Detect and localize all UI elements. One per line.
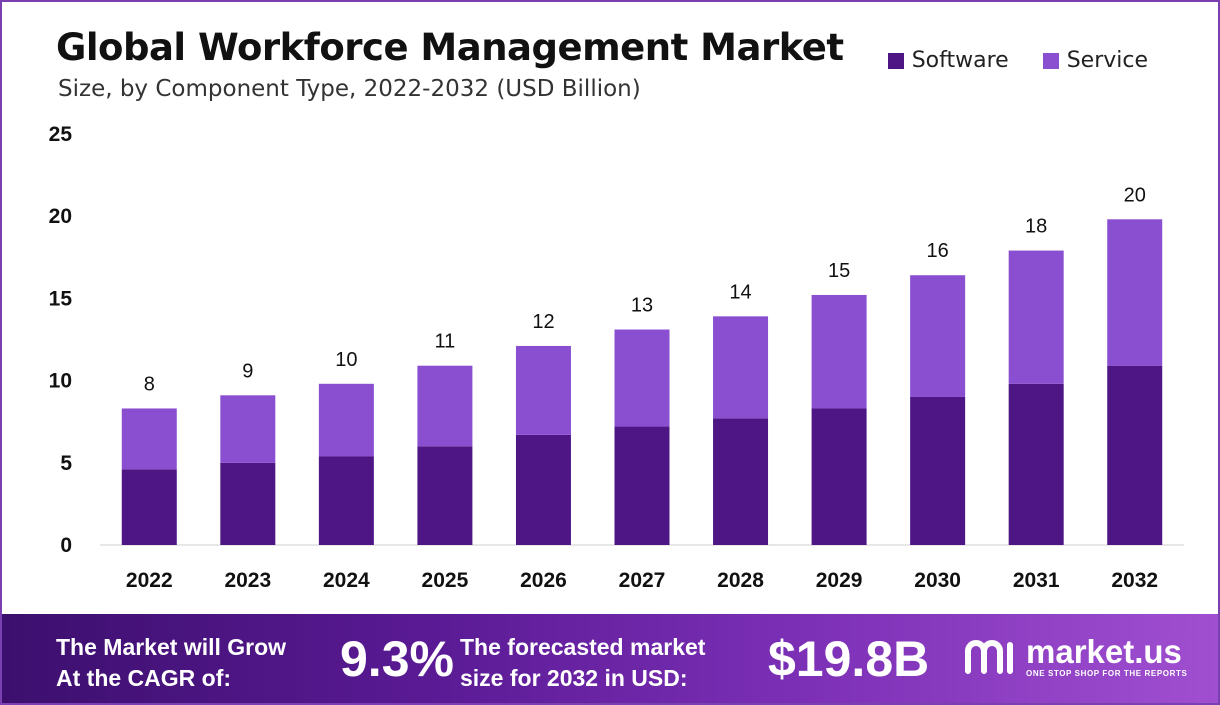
x-tick-label: 2026 xyxy=(520,569,567,592)
brand-logo: market.us ONE STOP SHOP FOR THE REPORTS xyxy=(962,633,1188,678)
bar-total-label: 10 xyxy=(335,349,357,371)
x-tick-label: 2022 xyxy=(126,569,173,592)
legend-label-software: Software xyxy=(911,48,1009,73)
bar-service xyxy=(417,365,473,447)
x-tick-label: 2030 xyxy=(914,569,961,592)
x-tick-label: 2028 xyxy=(717,569,764,592)
x-tick-label: 2029 xyxy=(816,569,863,592)
x-tick-label: 2025 xyxy=(422,569,469,592)
legend-swatch-software xyxy=(887,52,904,69)
x-tick-label: 2024 xyxy=(323,569,370,592)
bar-total-label: 8 xyxy=(144,373,155,395)
x-tick-label: 2027 xyxy=(619,569,666,592)
legend-item-software: Software xyxy=(887,48,1009,73)
bar-total-label: 12 xyxy=(532,311,554,333)
legend-swatch-service xyxy=(1042,52,1059,69)
bar-software xyxy=(515,434,571,545)
bar-total-label: 9 xyxy=(242,360,253,382)
forecast-value: $19.8B xyxy=(768,631,930,687)
x-tick-label: 2031 xyxy=(1013,569,1060,592)
chart-legend: Software Service xyxy=(887,48,1148,73)
bar-software xyxy=(121,469,177,545)
bar-chart: 0510152025820229202310202411202512202613… xyxy=(49,123,1184,592)
x-tick-label: 2023 xyxy=(224,569,271,592)
legend-label-service: Service xyxy=(1066,48,1148,73)
bar-total-label: 20 xyxy=(1124,184,1146,206)
legend-item-service: Service xyxy=(1042,48,1148,73)
forecast-text-line1: The forecasted market xyxy=(460,634,706,660)
bar-software xyxy=(417,446,473,545)
bar-total-label: 14 xyxy=(729,281,751,303)
bar-service xyxy=(515,345,571,435)
bar-service xyxy=(220,395,276,463)
brand-tagline: ONE STOP SHOP FOR THE REPORTS xyxy=(1026,669,1188,678)
brand-text: market.us ONE STOP SHOP FOR THE REPORTS xyxy=(1026,633,1188,678)
brand-name: market.us xyxy=(1026,633,1182,670)
bar-software xyxy=(713,418,769,545)
forecast-text-line2: size for 2032 in USD: xyxy=(460,665,688,691)
bar-service xyxy=(318,383,374,457)
y-tick-label: 5 xyxy=(60,452,72,475)
bar-software xyxy=(220,462,276,545)
chart-title: Global Workforce Management Market xyxy=(56,26,844,69)
bar-service xyxy=(1107,219,1163,366)
bar-software xyxy=(910,396,966,545)
bar-total-label: 16 xyxy=(927,240,949,262)
bar-software xyxy=(811,408,867,545)
chart-subtitle: Size, by Component Type, 2022-2032 (USD … xyxy=(58,76,641,102)
cagr-text-line2: At the CAGR of: xyxy=(56,665,232,691)
bar-total-label: 11 xyxy=(435,331,456,353)
bar-service xyxy=(713,316,769,419)
bar-total-label: 18 xyxy=(1025,216,1047,238)
bar-software xyxy=(1008,383,1064,545)
bar-service xyxy=(1008,250,1064,384)
y-tick-label: 10 xyxy=(49,370,72,393)
bar-service xyxy=(614,329,670,427)
y-tick-label: 0 xyxy=(60,534,72,557)
bar-software xyxy=(318,456,374,545)
bar-service xyxy=(121,408,177,470)
footer-banner: The Market will Grow At the CAGR of: 9.3… xyxy=(2,614,1218,703)
cagr-value: 9.3% xyxy=(340,631,454,687)
bar-service xyxy=(811,294,867,409)
cagr-text-line1: The Market will Grow xyxy=(56,634,287,660)
bar-software xyxy=(614,426,670,545)
market-us-logo-icon xyxy=(965,640,1013,674)
y-tick-label: 15 xyxy=(49,287,73,310)
bar-total-label: 15 xyxy=(828,260,850,282)
cagr-text: The Market will Grow At the CAGR of: xyxy=(56,632,286,694)
forecast-text: The forecasted market size for 2032 in U… xyxy=(460,632,705,694)
bar-total-label: 13 xyxy=(631,295,653,317)
x-tick-label: 2032 xyxy=(1111,569,1158,592)
bar-service xyxy=(910,275,966,397)
y-tick-label: 20 xyxy=(49,205,72,228)
y-tick-label: 25 xyxy=(49,123,73,146)
bar-software xyxy=(1107,365,1163,545)
